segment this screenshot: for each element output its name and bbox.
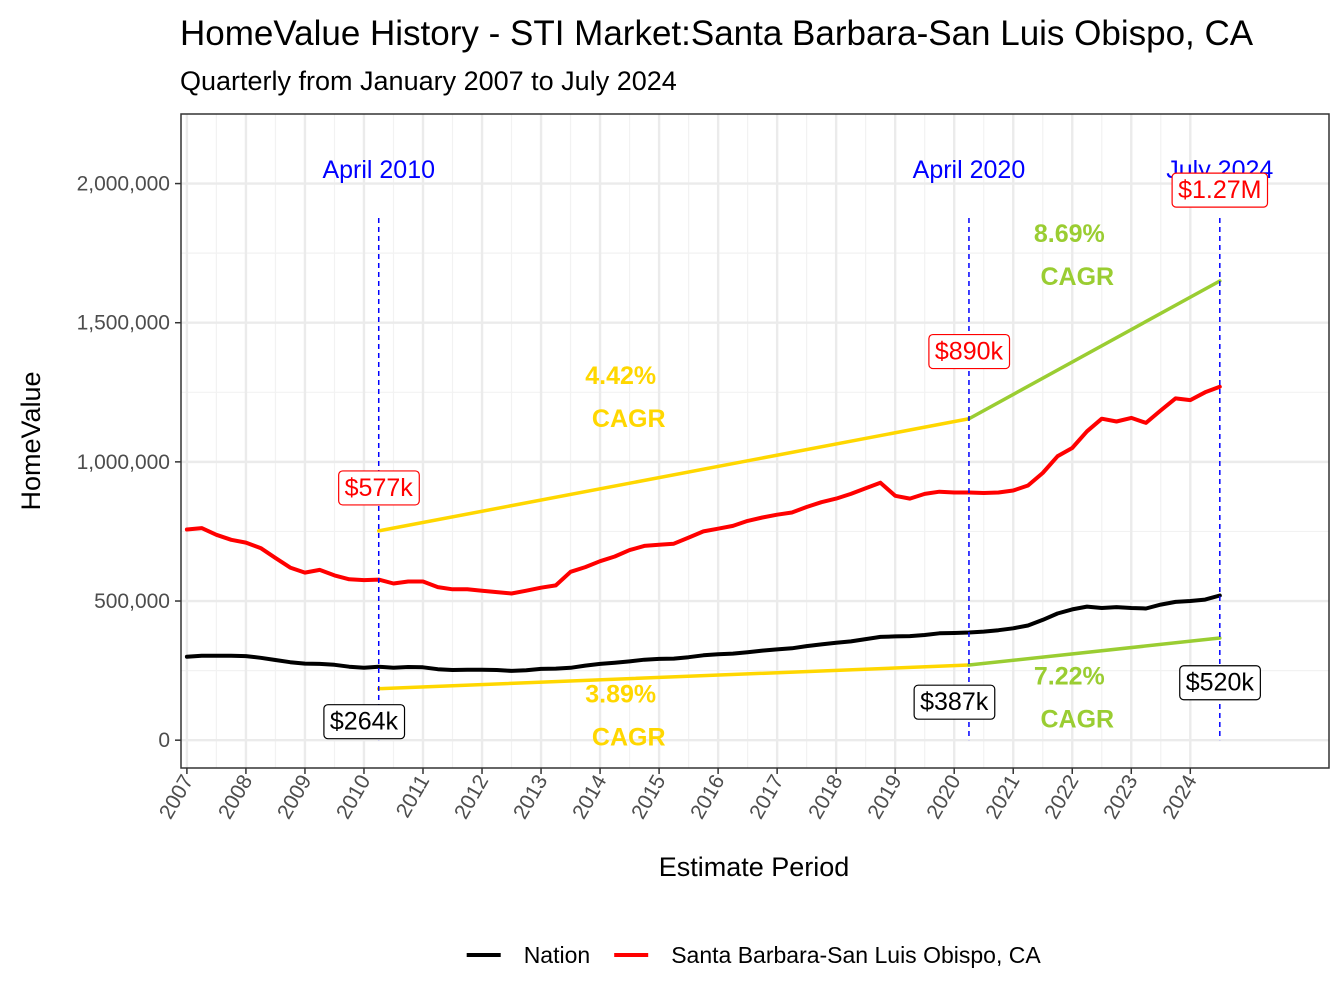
y-tick-label: 500,000 (94, 590, 170, 613)
value-label-box (913, 684, 996, 720)
y-tick-label: 2,000,000 (77, 173, 170, 196)
cagr-trend-line (376, 663, 971, 691)
value-label-box (1171, 172, 1269, 208)
x-tick-label: 2014 (568, 771, 611, 823)
value-label: $577k (338, 470, 420, 506)
x-tick-label: 2013 (509, 771, 552, 823)
cagr-percent-label: 3.89% (585, 681, 656, 709)
value-label: $1.27M (1171, 172, 1269, 208)
cagr-percent-label: 7.22% (1034, 663, 1105, 691)
x-tick-label: 2007 (155, 771, 198, 823)
x-tick-label: 2012 (450, 771, 493, 823)
value-label-text: $520k (1186, 669, 1255, 697)
value-label: $520k (1179, 665, 1261, 701)
cagr-percent-label: 4.42% (585, 362, 656, 390)
value-label: $387k (913, 684, 996, 720)
legend: Nation Santa Barbara-San Luis Obispo, CA (466, 942, 1041, 968)
cagr-word-label: CAGR (1040, 706, 1114, 734)
x-tick-label: 2024 (1158, 771, 1201, 823)
series-line (184, 593, 1222, 673)
x-tick-label: 2011 (392, 771, 435, 822)
y-axis-label: HomeValue (16, 371, 46, 510)
legend-label: Santa Barbara-San Luis Obispo, CA (671, 942, 1041, 968)
cagr-word-label: CAGR (1040, 263, 1114, 291)
x-tick-label: 2010 (332, 771, 375, 823)
period-marker-label: April 2010 (322, 156, 435, 184)
x-tick-label: 2021 (981, 771, 1024, 823)
chart-subtitle: Quarterly from January 2007 to July 2024 (180, 66, 677, 96)
value-label-text: $577k (345, 474, 414, 502)
value-label: $264k (323, 704, 406, 740)
x-tick-label: 2009 (273, 771, 316, 823)
value-label-text: $890k (935, 338, 1004, 366)
value-label-text: $264k (330, 708, 399, 736)
x-tick-label: 2019 (863, 771, 906, 823)
value-label-box (323, 704, 406, 740)
period-marker-label: April 2020 (913, 156, 1026, 184)
x-axis-label: Estimate Period (659, 852, 850, 882)
x-tick-label: 2015 (627, 771, 670, 823)
x-tick-label: 2016 (686, 771, 729, 823)
value-label-box (1179, 665, 1261, 701)
value-label-text: $387k (920, 688, 989, 716)
y-tick-label: 1,500,000 (77, 312, 170, 335)
legend-label: Nation (524, 942, 590, 968)
cagr-trend-line (376, 416, 971, 533)
x-tick-label: 2008 (214, 771, 257, 823)
series-line (184, 384, 1222, 596)
x-tick-label: 2022 (1040, 771, 1083, 823)
x-tick-label: 2020 (922, 771, 965, 823)
plot-area: 0 500,000 1,000,000 1,500,000 2,000,000 2007 2… (77, 113, 1330, 823)
value-label-text: $1.27M (1178, 176, 1261, 204)
legend-item: Santa Barbara-San Luis Obispo, CA (614, 942, 1041, 968)
cagr-percent-label: 8.69% (1034, 220, 1105, 248)
value-label-box (928, 333, 1011, 370)
y-tick-label: 0 (158, 729, 170, 752)
legend-item: Nation (466, 942, 590, 968)
cagr-trend-line (967, 279, 1222, 421)
cagr-trend-line (967, 636, 1222, 667)
chart-title: HomeValue History - STI Market:Santa Bar… (180, 14, 1254, 53)
plot-border (180, 113, 1330, 769)
cagr-word-label: CAGR (592, 405, 666, 433)
x-tick-label: 2018 (804, 771, 847, 823)
value-label-box (338, 470, 420, 506)
cagr-word-label: CAGR (592, 724, 666, 752)
x-tick-label: 2017 (745, 771, 788, 823)
plot-background (181, 114, 1329, 768)
value-label: $890k (928, 333, 1011, 370)
x-tick-label: 2023 (1099, 771, 1142, 823)
y-tick-label: 1,000,000 (77, 451, 170, 474)
